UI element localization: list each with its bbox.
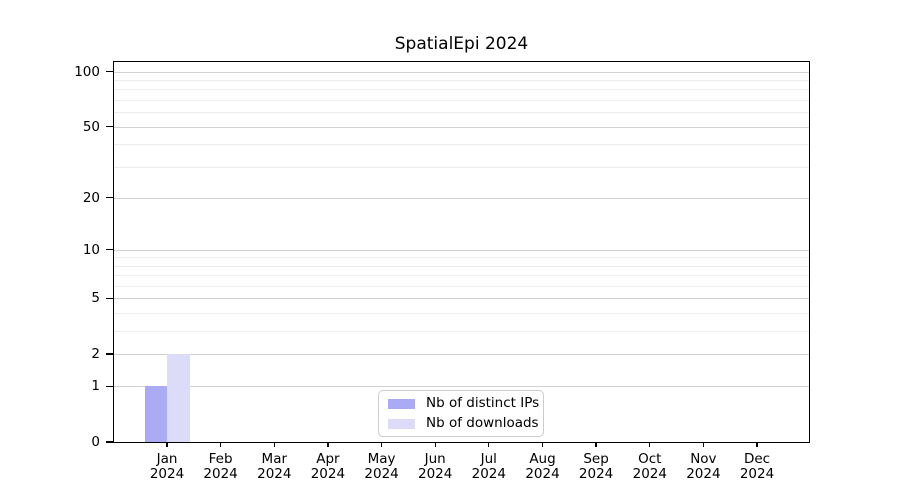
y-axis-tick-1 (106, 385, 113, 388)
x-tick-month: Dec (743, 451, 771, 467)
x-axis-tick-jul (488, 442, 490, 447)
x-axis-tick-mar (273, 442, 275, 447)
x-axis-tick-apr (327, 442, 329, 447)
x-tick-year: 2024 (257, 465, 292, 482)
x-tick-month: Aug (529, 451, 556, 467)
legend-label-distinct-ips: Nb of distinct IPs (426, 395, 540, 411)
x-tick-label-feb: Feb 2024 (189, 452, 253, 481)
gridline-major-10 (114, 249, 809, 251)
y-axis-tick-2 (106, 353, 113, 355)
bar-nb-of-downloads-jan (167, 353, 190, 442)
x-axis-tick-jun (434, 442, 436, 447)
x-tick-month: Sep (583, 451, 609, 467)
x-tick-label-jan: Jan 2024 (135, 452, 199, 481)
x-tick-month: Jul (480, 451, 497, 467)
y-axis-tick-10 (106, 248, 113, 251)
y-tick-label-20: 20 (82, 189, 100, 206)
y-axis-tick-20 (106, 197, 113, 199)
y-tick-label-0: 0 (91, 434, 100, 450)
x-tick-label-jul: Jul 2024 (457, 452, 521, 481)
x-tick-label-jun: Jun 2024 (403, 452, 467, 481)
x-tick-year: 2024 (525, 465, 560, 482)
y-tick-label-5: 5 (91, 290, 100, 307)
x-tick-month: Apr (316, 451, 340, 467)
y-tick-label-10: 10 (82, 241, 100, 258)
gridline-minor-30 (114, 166, 809, 168)
y-axis-tick-100 (106, 71, 113, 73)
legend-swatch-downloads (388, 418, 415, 429)
gridline-minor-8 (114, 265, 809, 267)
legend-item-distinct-ips: Nb of distinct IPs (388, 396, 539, 411)
gridline-major-5 (114, 298, 809, 300)
x-tick-year: 2024 (471, 465, 506, 482)
gridline-major-100 (114, 71, 809, 73)
x-tick-month: Feb (208, 451, 233, 467)
x-axis-tick-feb (219, 442, 222, 447)
gridline-major-20 (114, 197, 809, 199)
gridline-major-1 (114, 386, 809, 388)
gridline-minor-40 (114, 144, 809, 145)
gridline-minor-60 (114, 112, 809, 114)
x-tick-month: Oct (638, 451, 662, 467)
plot-area: 0 1 2 5 10 20 50 100 Jan 2024 Feb 2024 Mar 2024 Apr 202… (74, 61, 810, 481)
y-tick-label-50: 50 (82, 118, 100, 135)
x-tick-month: Nov (690, 451, 717, 467)
x-tick-year: 2024 (149, 465, 185, 482)
x-tick-label-nov: Nov 2024 (671, 452, 735, 481)
legend: Nb of distinct IPs Nb of downloads (378, 390, 544, 437)
gridline-minor-6 (114, 285, 809, 287)
x-tick-year: 2024 (686, 465, 721, 482)
y-tick-label-2: 2 (91, 345, 100, 362)
legend-label-downloads: Nb of downloads (426, 415, 539, 431)
y-tick-label-100: 100 (74, 63, 100, 80)
gridline-minor-90 (114, 80, 809, 82)
x-tick-label-apr: Apr 2024 (296, 452, 360, 481)
gridline-minor-4 (114, 312, 809, 314)
x-tick-month: Jan (156, 451, 178, 467)
gridline-minor-70 (114, 100, 809, 101)
y-axis-tick-50 (106, 125, 113, 128)
x-tick-year: 2024 (578, 465, 614, 482)
x-tick-month: Jun (424, 451, 446, 467)
x-tick-label-oct: Oct 2024 (618, 452, 682, 481)
x-tick-year: 2024 (739, 465, 775, 482)
legend-swatch-distinct-ips (388, 398, 415, 409)
x-tick-label-mar: Mar 2024 (242, 452, 306, 481)
legend-item-downloads: Nb of downloads (388, 416, 539, 431)
bar-nb-of-distinct-ips-jan (144, 386, 167, 442)
x-tick-year: 2024 (632, 465, 667, 482)
gridline-minor-80 (114, 89, 809, 91)
x-axis-tick-dec (756, 442, 758, 447)
x-tick-month: May (367, 451, 396, 467)
x-axis-tick-may (380, 442, 383, 447)
y-axis-tick-0 (106, 441, 113, 443)
y-tick-label-1: 1 (91, 378, 100, 395)
x-axis-tick-sep (595, 442, 597, 447)
x-axis-tick-aug (541, 442, 544, 447)
gridline-major-2 (114, 353, 809, 355)
x-axis-tick-oct (649, 442, 651, 447)
x-tick-label-dec: Dec 2024 (725, 452, 789, 481)
gridline-minor-9 (114, 257, 809, 259)
x-axis-tick-jan (166, 442, 168, 447)
x-tick-year: 2024 (310, 465, 346, 482)
x-tick-label-aug: Aug 2024 (511, 452, 575, 481)
x-tick-year: 2024 (418, 465, 453, 482)
x-tick-year: 2024 (203, 465, 238, 482)
x-tick-month: Mar (261, 451, 288, 467)
gridline-minor-7 (114, 275, 809, 277)
y-axis-tick-5 (106, 297, 113, 299)
x-axis-tick-nov (702, 442, 705, 447)
x-tick-label-may: May 2024 (350, 452, 414, 481)
x-tick-label-sep: Sep 2024 (564, 452, 628, 481)
gridline-minor-3 (114, 330, 809, 332)
gridline-major-50 (114, 126, 809, 128)
x-tick-year: 2024 (364, 465, 399, 482)
chart-title: SpatialEpi 2024 (394, 34, 529, 54)
